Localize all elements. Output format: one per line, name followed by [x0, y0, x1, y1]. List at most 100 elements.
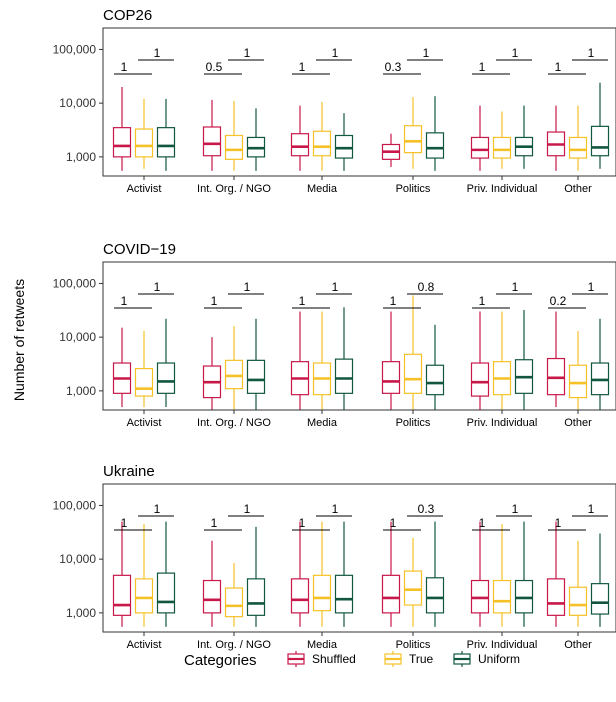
y-tick-label: 100,000 — [53, 276, 97, 290]
box-true — [224, 326, 244, 410]
p-value-right: 1 — [588, 280, 595, 294]
p-value-right: 1 — [588, 502, 595, 516]
legend-label: True — [409, 652, 434, 666]
p-value-left: 1 — [479, 516, 486, 530]
panel-frame — [102, 27, 616, 177]
p-value-right: 1 — [244, 502, 251, 516]
x-tick-label: Other — [564, 417, 592, 429]
box-body — [590, 583, 610, 615]
panel-3: Ukraine 1,000 10,000 100,000 Activist Int. Or… — [53, 463, 616, 651]
box-body — [403, 353, 423, 394]
box-body — [112, 127, 132, 158]
y-tick-label: 1,000 — [66, 150, 96, 164]
box-body — [568, 136, 588, 159]
box-body — [403, 125, 423, 154]
box-uniform — [246, 526, 266, 627]
box-shuffled — [381, 521, 401, 627]
box-true — [568, 331, 588, 410]
x-tick-label: Priv. Individual — [467, 639, 538, 651]
box-body — [381, 361, 401, 394]
x-tick-label: Int. Org. / NGO — [197, 417, 271, 429]
box-body — [202, 579, 222, 614]
p-value-left: 1 — [211, 516, 218, 530]
box-true — [568, 105, 588, 171]
box-body — [224, 587, 244, 618]
box-true — [312, 521, 332, 627]
panel-title: Ukraine — [103, 463, 155, 480]
box-body — [470, 136, 490, 159]
panel-frame — [102, 483, 616, 633]
box-true — [224, 100, 244, 171]
box-body — [156, 127, 176, 158]
box-shuffled — [112, 521, 132, 627]
legend-label: Shuffled — [312, 652, 356, 666]
legend-label: Uniform — [478, 652, 520, 666]
box-uniform — [334, 307, 354, 410]
box-uniform — [425, 96, 445, 171]
box-shuffled — [202, 337, 222, 410]
box-body — [334, 574, 354, 614]
box-uniform — [246, 108, 266, 171]
p-value-left: 1 — [299, 60, 306, 74]
y-tick-label: 100,000 — [53, 42, 97, 56]
p-value-right: 1 — [244, 280, 251, 294]
box-shuffled — [290, 105, 310, 171]
legend: Categories Shuffled True Uniform — [184, 651, 520, 669]
p-value-left: 1 — [121, 516, 128, 530]
p-value-left: 0.3 — [385, 60, 402, 74]
legend-title: Categories — [184, 652, 257, 669]
panel-2: COVID−19 1,000 10,000 100,000 Activist Int. O… — [53, 241, 616, 429]
box-shuffled — [290, 521, 310, 627]
p-value-right: 1 — [512, 280, 519, 294]
box-uniform — [334, 521, 354, 627]
y-axis-label: Number of retweets — [11, 279, 27, 401]
box-uniform — [425, 521, 445, 627]
box-body — [246, 359, 266, 394]
box-body — [470, 362, 490, 397]
box-true — [403, 295, 423, 410]
box-body — [312, 130, 332, 157]
box-body — [156, 362, 176, 394]
x-tick-label: Activist — [127, 639, 162, 651]
box-uniform — [156, 98, 176, 171]
box-body — [334, 358, 354, 394]
box-body — [492, 136, 512, 159]
panel-title: COP26 — [103, 7, 152, 24]
box-uniform — [425, 324, 445, 410]
box-true — [492, 111, 512, 169]
p-value-right: 1 — [588, 46, 595, 60]
chart-panels: COP26 1,000 10,000 100,000 Activist Int. Org.… — [53, 7, 616, 651]
x-tick-label: Media — [307, 639, 338, 651]
y-tick-label: 1,000 — [66, 384, 96, 398]
x-tick-label: Media — [307, 183, 338, 195]
box-shuffled — [546, 105, 566, 171]
box-body — [112, 574, 132, 616]
box-body — [134, 128, 154, 158]
box-shuffled — [470, 311, 490, 410]
y-tick-label: 10,000 — [59, 96, 96, 110]
box-shuffled — [470, 521, 490, 627]
p-value-right: 1 — [512, 46, 519, 60]
box-true — [312, 311, 332, 410]
box-shuffled — [546, 311, 566, 408]
box-true — [312, 102, 332, 171]
box-uniform — [156, 318, 176, 408]
p-value-right: 1 — [332, 280, 339, 294]
box-body — [425, 577, 445, 614]
y-tick-label: 100,000 — [53, 498, 97, 512]
p-value-left: 1 — [479, 60, 486, 74]
box-uniform — [514, 521, 534, 627]
p-value-right: 1 — [512, 502, 519, 516]
box-true — [134, 331, 154, 408]
p-value-right: 1 — [332, 46, 339, 60]
box-body — [425, 364, 445, 396]
x-tick-label: Int. Org. / NGO — [197, 183, 271, 195]
x-tick-label: Int. Org. / NGO — [197, 639, 271, 651]
box-body — [568, 364, 588, 399]
box-shuffled — [546, 521, 566, 627]
box-body — [290, 578, 310, 614]
p-value-left: 1 — [479, 294, 486, 308]
box-body — [290, 133, 310, 157]
box-body — [134, 367, 154, 397]
x-tick-label: Priv. Individual — [467, 417, 538, 429]
